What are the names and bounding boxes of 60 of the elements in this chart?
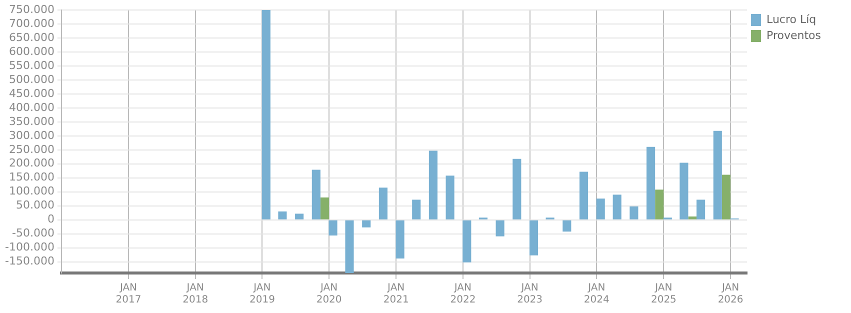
bar [278, 211, 287, 220]
y-tick-label: 350.000 [8, 114, 54, 128]
bar [428, 150, 438, 220]
bar [680, 162, 688, 220]
x-tick-label: JAN 2018 [182, 282, 208, 306]
bar [512, 158, 522, 220]
y-tick-label: 100.000 [8, 184, 54, 198]
x-tick-label: JAN 2021 [383, 282, 409, 306]
bar [579, 172, 588, 220]
x-tick-label: JAN 2024 [584, 282, 610, 306]
y-tick-label: 200.000 [8, 156, 54, 170]
legend-label: Proventos [766, 28, 822, 42]
bar [722, 174, 730, 220]
bar [696, 200, 706, 220]
y-tick-label: 0 [47, 212, 54, 226]
y-tick-label: 450.000 [8, 86, 54, 100]
y-tick-label: 700.000 [8, 16, 54, 30]
y-tick-label: 50.000 [16, 198, 54, 212]
bar [655, 190, 664, 220]
x-tick-label: JAN 2019 [249, 282, 275, 306]
x-tick-label: JAN 2022 [450, 282, 476, 306]
bar [378, 188, 388, 220]
bar [446, 176, 454, 220]
bar [529, 220, 538, 256]
y-tick-label: 600.000 [8, 44, 54, 58]
x-tick-label: JAN 2017 [116, 282, 142, 306]
y-tick-label: 250.000 [8, 142, 54, 156]
bar [396, 220, 404, 258]
y-tick-label: 150.000 [8, 170, 54, 184]
bar [612, 194, 622, 220]
x-tick-label: JAN 2023 [517, 282, 543, 306]
y-tick-label: 400.000 [8, 100, 54, 114]
bar [630, 206, 638, 220]
legend-label: Lucro Líq [766, 12, 816, 26]
y-tick-label: 750.000 [8, 2, 54, 16]
bar [596, 198, 605, 220]
bar [462, 220, 472, 262]
bar [496, 220, 504, 236]
bar [562, 220, 572, 232]
bar [295, 214, 304, 220]
y-tick-label: 550.000 [8, 58, 54, 72]
y-tick-label: -150.000 [4, 254, 54, 268]
bar [412, 200, 421, 220]
bar [688, 216, 697, 220]
y-tick-label: 650.000 [8, 30, 54, 44]
y-tick-label: 300.000 [8, 128, 54, 142]
x-tick-label: JAN 2025 [650, 282, 676, 306]
y-tick-label: -100.000 [4, 240, 54, 254]
y-tick-label: -50.000 [12, 226, 54, 240]
bar [328, 220, 338, 236]
x-tick-label: JAN 2020 [316, 282, 342, 306]
bar [362, 220, 371, 228]
bar [345, 220, 354, 273]
y-tick-label: 500.000 [8, 72, 54, 86]
x-tick-label: JAN 2026 [718, 282, 744, 306]
bar [646, 146, 656, 220]
bar [713, 130, 722, 220]
bar [312, 170, 320, 220]
bar [320, 197, 330, 220]
bar [262, 10, 270, 220]
